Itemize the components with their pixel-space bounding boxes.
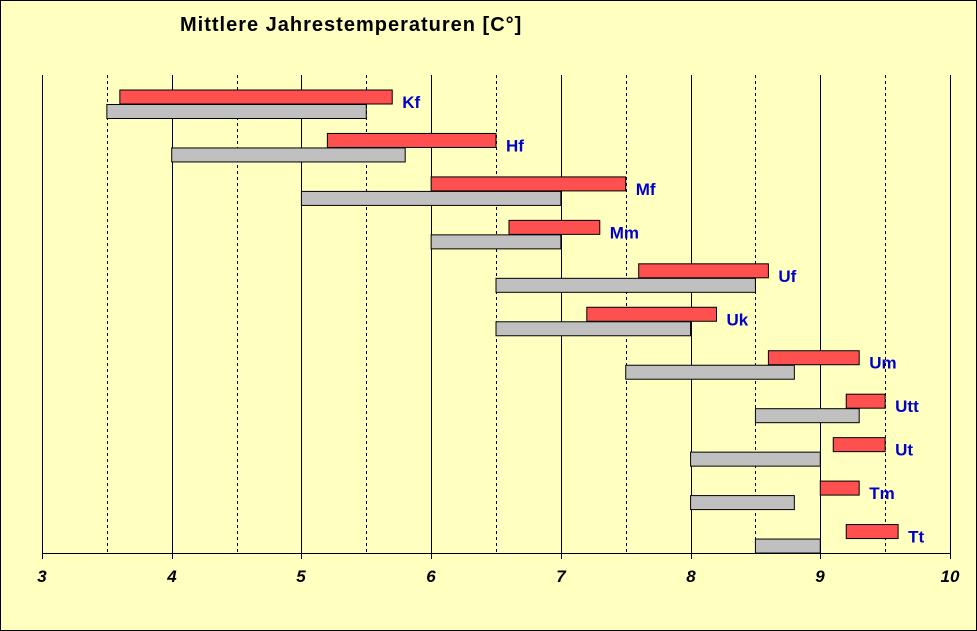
x-tick-label: 9 [815,567,825,586]
bar-category-label: Utt [895,397,919,416]
bar-category-label: Mm [610,223,639,242]
bar-range-gray [754,538,821,554]
x-tick-label: 8 [686,567,696,586]
bar-range-gray [754,408,860,424]
bar-category-label: Kf [402,93,420,112]
bar-range-gray [106,104,367,119]
bar-range-red [586,306,718,322]
bar-range-gray [171,147,406,163]
x-tick-label: 10 [941,567,960,586]
x-tick-label: 3 [37,567,47,586]
bar-range-gray [690,495,795,511]
bar-category-label: Ut [895,441,913,460]
bar-range-red [508,219,601,235]
bar-range-red [767,350,860,366]
bar-range-gray [690,451,821,467]
bar-range-red [845,393,886,409]
x-tick-label: 6 [426,567,436,586]
bar-category-label: Um [869,354,896,373]
bar-range-gray [495,277,756,293]
bar-category-label: Hf [506,136,524,155]
bar-range-red [430,176,627,192]
bar-range-gray [300,190,562,206]
bar-range-gray [495,321,692,337]
bar-range-red [819,480,860,496]
bar-range-gray [430,234,562,250]
bar-range-red [832,437,886,453]
bar-range-red [845,524,899,540]
x-tick-label: 5 [296,567,306,586]
bar-category-label: Tt [908,528,924,547]
bar-category-label: Mf [636,180,656,199]
bar-range-red [638,263,769,279]
x-tick-label: 4 [166,567,177,586]
bar-category-label: Uk [727,310,749,329]
x-tick-label: 7 [556,567,567,586]
bar-range-red [326,132,497,148]
bar-range-red [119,89,393,105]
bar-category-label: Tm [869,484,895,503]
bar-category-label: Uf [778,267,796,286]
chart-title: Mittlere Jahrestemperaturen [C°] [180,14,523,36]
bar-range-gray [625,364,795,380]
